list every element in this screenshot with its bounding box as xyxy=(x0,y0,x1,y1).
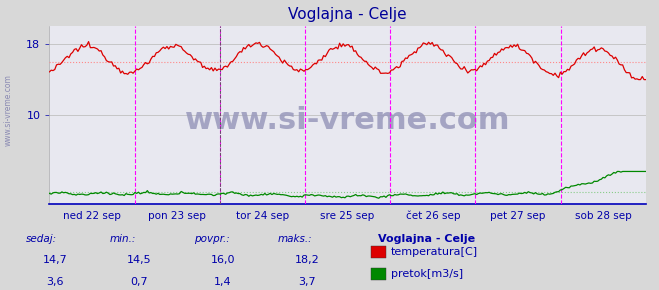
Text: sre 25 sep: sre 25 sep xyxy=(320,211,375,221)
FancyBboxPatch shape xyxy=(372,246,386,258)
Text: sob 28 sep: sob 28 sep xyxy=(575,211,631,221)
Text: 0,7: 0,7 xyxy=(130,277,148,287)
Text: 18,2: 18,2 xyxy=(295,255,319,265)
Text: ned 22 sep: ned 22 sep xyxy=(63,211,121,221)
Text: maks.:: maks.: xyxy=(278,234,312,244)
Text: www.si-vreme.com: www.si-vreme.com xyxy=(185,106,510,135)
Text: Voglajna - Celje: Voglajna - Celje xyxy=(378,234,475,244)
Text: povpr.:: povpr.: xyxy=(194,234,229,244)
Text: 3,6: 3,6 xyxy=(46,277,64,287)
Text: 3,7: 3,7 xyxy=(298,277,316,287)
Text: pet 27 sep: pet 27 sep xyxy=(490,211,546,221)
Text: 1,4: 1,4 xyxy=(214,277,232,287)
Text: pretok[m3/s]: pretok[m3/s] xyxy=(391,269,463,279)
Title: Voglajna - Celje: Voglajna - Celje xyxy=(288,7,407,22)
Text: pon 23 sep: pon 23 sep xyxy=(148,211,206,221)
Text: čet 26 sep: čet 26 sep xyxy=(405,211,460,221)
FancyBboxPatch shape xyxy=(372,268,386,280)
Text: min.:: min.: xyxy=(110,234,136,244)
Text: www.si-vreme.com: www.si-vreme.com xyxy=(3,74,13,146)
Text: temperatura[C]: temperatura[C] xyxy=(391,247,478,257)
Text: 16,0: 16,0 xyxy=(211,255,235,265)
Text: tor 24 sep: tor 24 sep xyxy=(236,211,289,221)
Text: sedaj:: sedaj: xyxy=(26,234,57,244)
Text: 14,5: 14,5 xyxy=(127,255,152,265)
Text: 14,7: 14,7 xyxy=(43,255,67,265)
